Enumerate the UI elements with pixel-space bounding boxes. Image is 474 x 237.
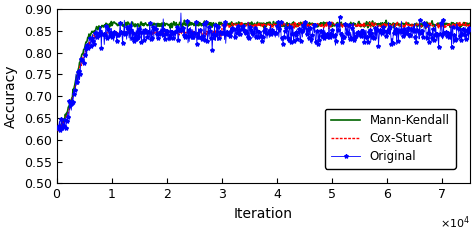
Mann-Kendall (182, 19, 187, 22)
Cox-Stuart (467, 25, 473, 27)
Original (377, 29, 383, 32)
Mann-Kendall (155, 25, 161, 27)
Cox-Stuart (427, 22, 433, 25)
Original (55, 129, 61, 132)
Mann-Kendall (186, 22, 191, 25)
Mann-Kendall (55, 129, 61, 132)
Original (55, 127, 61, 129)
Mann-Kendall (427, 24, 433, 27)
Cox-Stuart (55, 130, 61, 132)
Cox-Stuart (185, 33, 191, 36)
Mann-Kendall (326, 23, 332, 26)
X-axis label: Iteration: Iteration (234, 207, 293, 221)
Cox-Stuart (171, 32, 177, 34)
Line: Original: Original (55, 11, 472, 133)
Original (178, 12, 184, 14)
Line: Cox-Stuart: Cox-Stuart (58, 22, 470, 131)
Original (467, 33, 473, 36)
Original (186, 40, 192, 43)
Legend: Mann-Kendall, Cox-Stuart, Original: Mann-Kendall, Cox-Stuart, Original (325, 109, 456, 169)
Original (327, 32, 332, 34)
Mann-Kendall (171, 20, 177, 23)
Line: Mann-Kendall: Mann-Kendall (58, 20, 470, 131)
Cox-Stuart (155, 33, 161, 36)
Original (428, 32, 433, 35)
Original (156, 32, 162, 35)
Y-axis label: Accuracy: Accuracy (4, 64, 18, 128)
Cox-Stuart (376, 25, 382, 28)
Mann-Kendall (376, 23, 382, 26)
Mann-Kendall (467, 22, 473, 25)
Cox-Stuart (369, 20, 375, 23)
Original (172, 31, 177, 34)
Text: $\times 10^4$: $\times 10^4$ (440, 215, 470, 231)
Cox-Stuart (326, 24, 331, 27)
